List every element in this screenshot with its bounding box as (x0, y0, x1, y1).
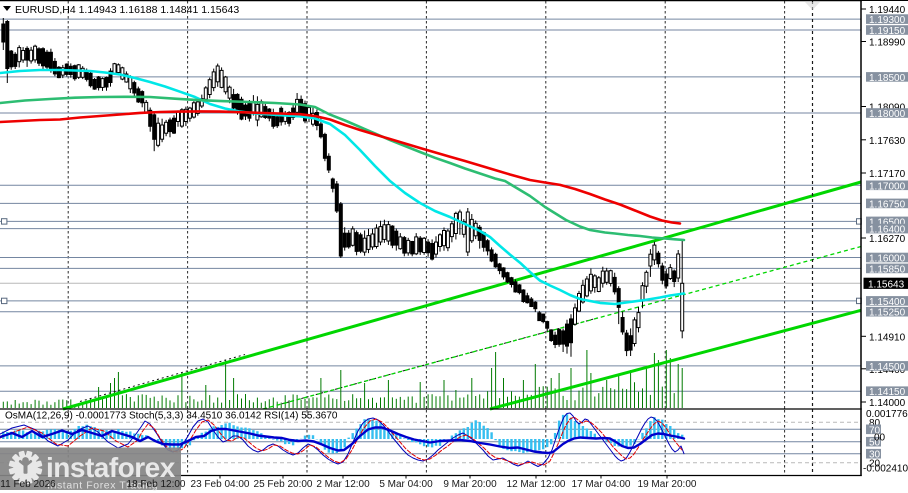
svg-text:Instant Forex Tracing: Instant Forex Tracing (47, 480, 158, 492)
svg-text:12 Mar 12:00: 12 Mar 12:00 (507, 479, 566, 490)
svg-text:25 Feb 20:00: 25 Feb 20:00 (254, 479, 313, 490)
svg-text:5 Mar 04:00: 5 Mar 04:00 (379, 479, 433, 490)
svg-text:0.001776: 0.001776 (866, 409, 908, 420)
svg-text:1.16750: 1.16750 (869, 199, 906, 210)
svg-text:17 Mar 04:00: 17 Mar 04:00 (572, 479, 631, 490)
svg-text:instaforex: instaforex (46, 452, 176, 483)
svg-text:1.16000: 1.16000 (869, 254, 906, 265)
svg-text:1.16270: 1.16270 (869, 234, 906, 245)
svg-text:1.14150: 1.14150 (869, 387, 906, 398)
svg-text:1.18500: 1.18500 (869, 73, 906, 84)
svg-text:EURUSD,H4 1.14943 1.16188 1.1: EURUSD,H4 1.14943 1.16188 1.14841 1.1564… (15, 4, 239, 16)
svg-text:20: 20 (869, 459, 881, 470)
svg-text:1.15643: 1.15643 (868, 279, 905, 290)
svg-text:80: 80 (869, 418, 881, 429)
svg-text:1.17630: 1.17630 (869, 136, 906, 147)
svg-text:11 Feb 2026: 11 Feb 2026 (0, 479, 56, 490)
svg-text:1.18000: 1.18000 (869, 109, 906, 120)
svg-text:70: 70 (869, 425, 881, 436)
svg-text:1.15400: 1.15400 (869, 297, 906, 308)
svg-text:1.14910: 1.14910 (869, 332, 906, 343)
svg-text:1.17000: 1.17000 (869, 181, 906, 192)
svg-text:-0.002410: -0.002410 (863, 464, 908, 475)
svg-text:9 Mar 20:00: 9 Mar 20:00 (443, 479, 497, 490)
svg-text:2 Mar 12:00: 2 Mar 12:00 (316, 479, 370, 490)
svg-text:1.16400: 1.16400 (869, 225, 906, 236)
svg-text:1.19440: 1.19440 (869, 5, 906, 16)
svg-text:18 Feb 12:00: 18 Feb 12:00 (127, 479, 186, 490)
svg-text:1.14500: 1.14500 (869, 362, 906, 373)
svg-text:1.17170: 1.17170 (869, 169, 906, 180)
svg-text:1.18090: 1.18090 (869, 103, 906, 114)
svg-text:1.18990: 1.18990 (869, 38, 906, 49)
svg-text:1.19300: 1.19300 (869, 15, 906, 26)
svg-text:1.15250: 1.15250 (869, 308, 906, 319)
svg-text:1.15850: 1.15850 (869, 264, 906, 275)
svg-text:19 Mar 20:00: 19 Mar 20:00 (638, 479, 697, 490)
svg-text:50: 50 (869, 438, 881, 449)
svg-text:1.14000: 1.14000 (869, 398, 906, 409)
svg-text:23 Feb 04:00: 23 Feb 04:00 (191, 479, 250, 490)
svg-text:00: 00 (874, 433, 886, 444)
svg-text:30: 30 (869, 450, 881, 461)
svg-text:1.16500: 1.16500 (869, 217, 906, 228)
svg-text:1.19150: 1.19150 (869, 26, 906, 37)
svg-text:OsMA(12,26,9) -0.0001773 Stoc: OsMA(12,26,9) -0.0001773 Stoch(5,3,3) 34… (5, 411, 338, 422)
